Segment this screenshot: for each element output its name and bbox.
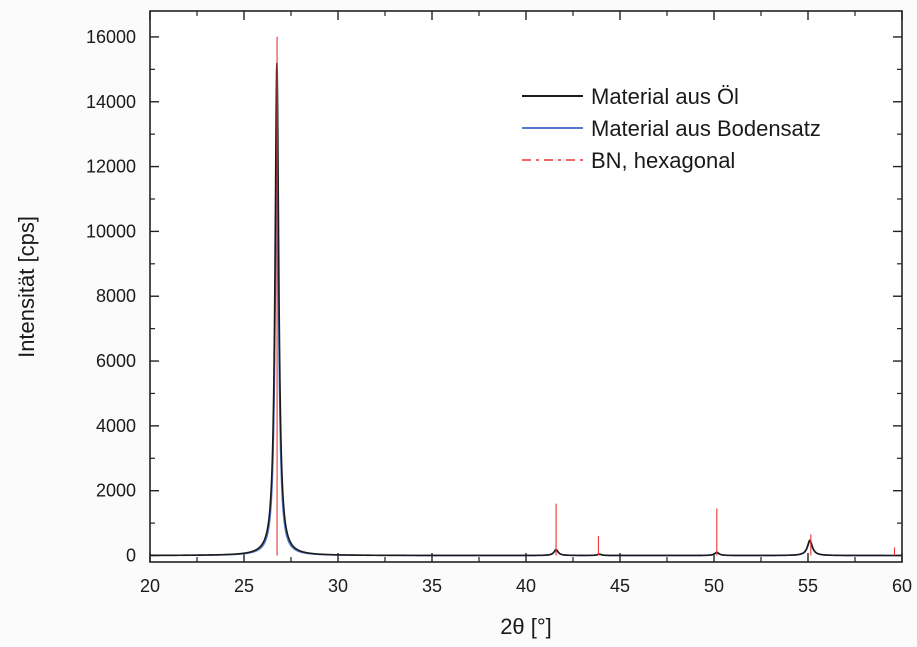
x-tick-label: 40 [516,576,536,596]
x-tick-label: 50 [704,576,724,596]
x-tick-label: 35 [422,576,442,596]
x-tick-label: 60 [892,576,912,596]
y-tick-label: 2000 [96,481,136,501]
series-line [150,62,902,557]
legend-label: Material aus Öl [591,84,739,109]
series-layer [150,36,902,557]
axis-ticks: 20 25 30 35 40 45 50 55 60 0 2000 4000 6000 8000 10000… [86,11,912,596]
y-axis-title: Intensität [cps] [14,216,39,358]
y-tick-label: 14000 [86,92,136,112]
x-tick-label: 25 [234,576,254,596]
y-tick-label: 16000 [86,27,136,47]
x-tick-label: 20 [140,576,160,596]
y-tick-label: 8000 [96,286,136,306]
legend: Material aus Öl Material aus Bodensatz BN,… [522,84,821,173]
legend-label: BN, hexagonal [591,148,735,173]
x-tick-label: 30 [328,576,348,596]
x-tick-label: 55 [798,576,818,596]
x-tick-label: 45 [610,576,630,596]
plot-area [149,10,903,563]
x-axis-title: 2θ [°] [500,614,552,639]
y-tick-label: 12000 [86,157,136,177]
y-tick-label: 0 [126,546,136,566]
y-tick-label: 6000 [96,351,136,371]
y-tick-label: 4000 [96,416,136,436]
y-tick-label: 10000 [86,221,136,241]
legend-label: Material aus Bodensatz [591,116,821,141]
